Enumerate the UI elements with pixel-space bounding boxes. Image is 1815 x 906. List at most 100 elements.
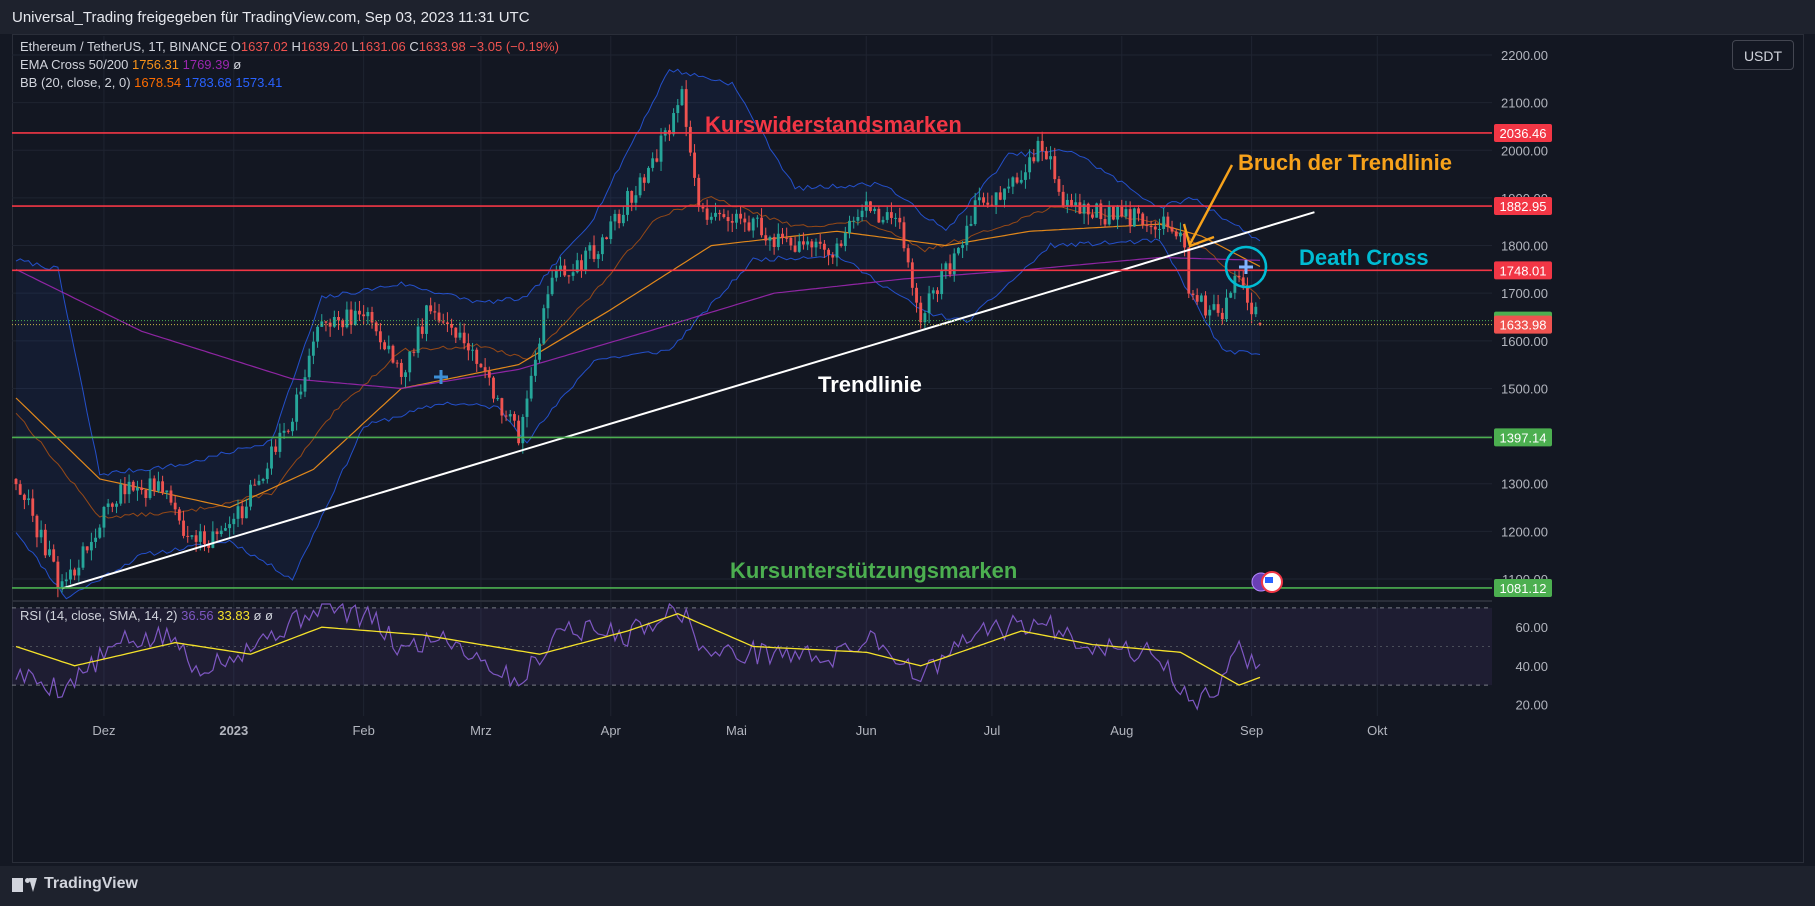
time-tick-label: Dez xyxy=(92,723,115,738)
candle-body xyxy=(265,468,269,479)
candle-body xyxy=(60,581,64,589)
candle-body xyxy=(747,222,751,231)
candle-body xyxy=(64,579,68,582)
candle-body xyxy=(240,506,244,519)
price-level-tag xyxy=(1494,261,1552,280)
candle-body xyxy=(412,351,416,353)
candle-body xyxy=(445,322,449,325)
price-level-tag-label: 1397.14 xyxy=(1500,430,1547,445)
candle-body xyxy=(1103,219,1107,225)
candle-body xyxy=(613,213,617,222)
candle-body xyxy=(1195,295,1199,302)
candle-body xyxy=(718,212,722,215)
candles xyxy=(14,80,1262,598)
candle-body xyxy=(655,158,659,162)
candle-body xyxy=(768,237,772,241)
candle-body xyxy=(852,220,856,222)
candle-body xyxy=(487,371,491,378)
candle-body xyxy=(261,478,265,481)
candle-body xyxy=(542,308,546,344)
symbol-legend: Ethereum / TetherUS, 1T, BINANCE O1637.0… xyxy=(20,39,559,54)
trendline-annotation: Trendlinie xyxy=(818,372,922,397)
candle-body xyxy=(881,219,885,223)
candle-body xyxy=(676,105,680,114)
ema-legend: EMA Cross 50/200 1756.31 1769.39 ø xyxy=(20,57,241,72)
price-level-tag xyxy=(1494,197,1552,216)
candle-body xyxy=(483,367,487,372)
candle-body xyxy=(404,372,407,377)
candle-body xyxy=(538,343,541,360)
candle-body xyxy=(575,260,579,273)
price-tick-label: 2100.00 xyxy=(1501,96,1548,111)
bollinger-basis xyxy=(15,196,1261,519)
candle-body xyxy=(814,241,818,248)
candle-body xyxy=(408,351,412,373)
candle-body xyxy=(395,362,399,364)
candle-body xyxy=(831,254,835,258)
time-tick-label: Jun xyxy=(856,723,877,738)
candle-body xyxy=(441,321,445,323)
candle-body xyxy=(203,531,206,544)
candle-body xyxy=(316,326,319,342)
candle-body xyxy=(1036,140,1040,162)
candle-body xyxy=(1246,285,1249,303)
symbol-legend-part: 1639.20 xyxy=(301,39,352,54)
candle-body xyxy=(1032,157,1036,162)
candle-body xyxy=(366,312,370,317)
candle-body xyxy=(1199,295,1203,302)
candle-body xyxy=(136,487,139,491)
candle-body xyxy=(797,241,801,252)
candle-body xyxy=(726,217,730,222)
candle-body xyxy=(994,192,998,206)
tradingview-brand: TradingView xyxy=(44,875,138,892)
candle-body xyxy=(709,216,713,220)
price-level-tag-label: 1633.98 xyxy=(1500,318,1547,333)
candle-body xyxy=(529,375,533,399)
candle-body xyxy=(919,302,923,323)
candle-body xyxy=(1204,295,1207,316)
candle-body xyxy=(232,518,236,525)
candle-body xyxy=(735,213,738,223)
candle-body xyxy=(952,253,956,275)
candle-body xyxy=(416,326,420,353)
candle-body xyxy=(1011,177,1015,187)
candle-body xyxy=(533,359,537,376)
candle-body xyxy=(776,233,780,248)
tradingview-logo[interactable]: TradingView xyxy=(12,875,138,893)
time-tick-label: 2023 xyxy=(219,723,248,738)
candle-body xyxy=(1145,224,1149,227)
candle-body xyxy=(508,414,512,417)
candle-body xyxy=(525,398,529,417)
candle-body xyxy=(358,310,361,315)
candle-body xyxy=(479,363,483,368)
rsi-tick-label: 20.00 xyxy=(1515,697,1548,712)
candle-body xyxy=(1124,209,1128,217)
candle-body xyxy=(927,293,931,314)
candle-body xyxy=(270,446,273,469)
time-tick-label: Mai xyxy=(726,723,747,738)
candle-body xyxy=(822,243,826,250)
candle-body xyxy=(274,446,278,452)
candle-body xyxy=(856,217,860,221)
candle-body xyxy=(56,561,60,589)
candle-body xyxy=(362,314,366,317)
candle-body xyxy=(647,167,650,183)
currency-button[interactable]: USDT xyxy=(1732,40,1794,70)
trend-break-annotation: Bruch der Trendlinie xyxy=(1238,150,1452,175)
ema-legend-part: 1769.39 xyxy=(183,57,234,72)
candle-body xyxy=(504,415,508,417)
resistance-annotation: Kurswiderstandsmarken xyxy=(705,112,962,137)
us-flag-canton xyxy=(1265,577,1273,583)
candle-body xyxy=(98,527,102,538)
candle-body xyxy=(843,232,847,247)
candle-body xyxy=(119,484,123,504)
candle-body xyxy=(1091,214,1094,218)
candle-body xyxy=(894,217,898,219)
rsi-tick-label: 40.00 xyxy=(1515,659,1548,674)
bollinger-lower xyxy=(15,238,1261,600)
time-tick-label: Mrz xyxy=(470,723,492,738)
candle-body xyxy=(839,243,843,247)
candle-body xyxy=(224,528,227,531)
candle-body xyxy=(596,254,600,259)
